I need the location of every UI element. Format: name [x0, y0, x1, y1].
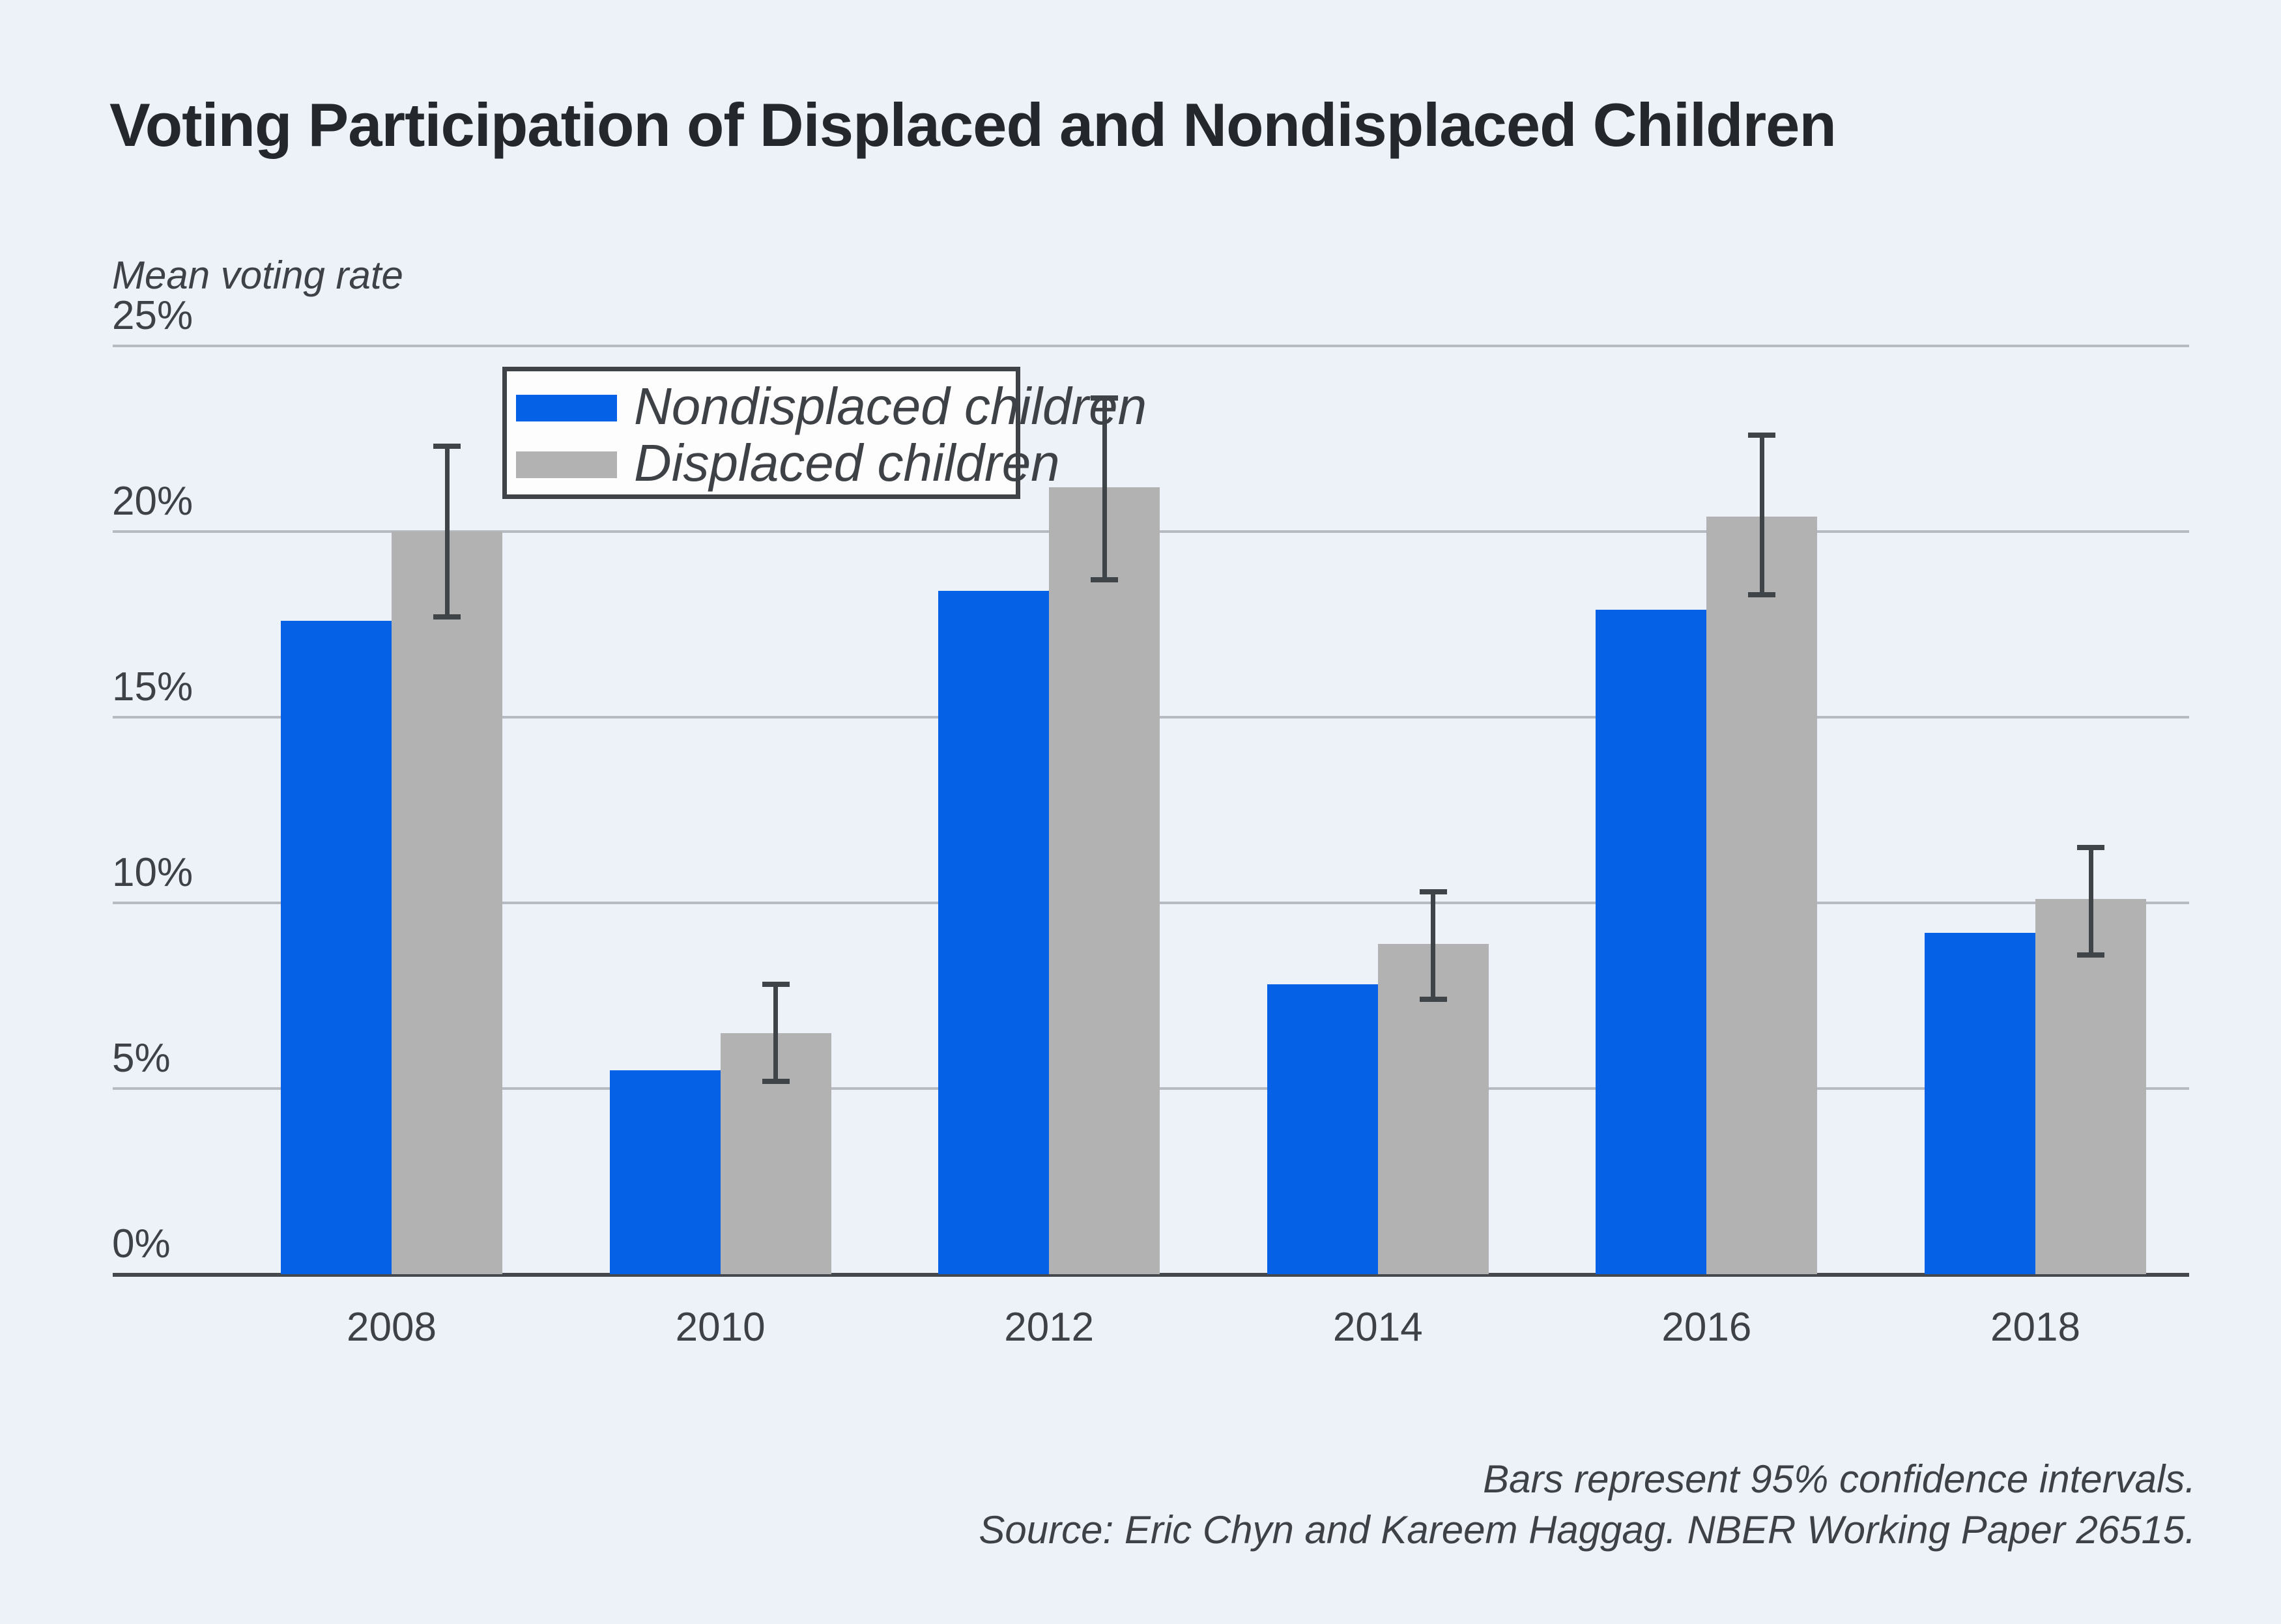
bar-nondisplaced-2012 [938, 591, 1050, 1274]
legend-box: Nondisplaced children Displaced children [502, 367, 1147, 499]
error-bar-cap-bottom-2018 [2077, 952, 2104, 958]
error-bar-cap-top-2016 [1748, 432, 1776, 438]
y-tick-label-10: 10% [112, 850, 194, 895]
legend-swatch-displaced [516, 451, 617, 478]
error-bar-cap-bottom-2016 [1748, 591, 1776, 597]
error-bar-2018 [2088, 847, 2093, 955]
bar-nondisplaced-2018 [1925, 932, 2035, 1274]
bar-displaced-2016 [1706, 517, 1818, 1274]
bar-displaced-2008 [392, 532, 502, 1274]
bar-nondisplaced-2010 [609, 1070, 721, 1274]
error-bar-2010 [773, 984, 779, 1081]
bar-nondisplaced-2016 [1596, 609, 1707, 1274]
error-bar-2014 [1431, 891, 1436, 1000]
x-tick-label-2016: 2016 [1661, 1305, 1752, 1350]
legend-label-nondisplaced: Nondisplaced children [634, 377, 1147, 435]
y-tick-label-25: 25% [112, 293, 194, 338]
bar-displaced-2012 [1049, 487, 1160, 1274]
page-title: Voting Participation of Displaced and No… [109, 91, 1837, 159]
error-bar-2008 [444, 446, 450, 618]
x-tick-label-2014: 2014 [1332, 1305, 1423, 1350]
error-bar-2016 [1759, 434, 1764, 595]
bar-nondisplaced-2008 [281, 620, 392, 1274]
error-bar-cap-top-2014 [1419, 889, 1447, 894]
error-bar-cap-top-2010 [762, 982, 790, 988]
error-bar-cap-bottom-2010 [762, 1078, 790, 1084]
legend-swatch-nondisplaced [516, 395, 617, 421]
error-bar-cap-bottom-2008 [433, 614, 461, 620]
error-bar-cap-top-2012 [1091, 395, 1119, 401]
error-bar-cap-top-2018 [2077, 844, 2104, 850]
x-tick-label-2012: 2012 [1004, 1305, 1095, 1350]
footer-source: Source: Eric Chyn and Kareem Haggag. NBE… [979, 1508, 2196, 1552]
x-tick-label-2018: 2018 [1990, 1305, 2080, 1350]
y-tick-label-5: 5% [112, 1036, 171, 1081]
x-axis-line [113, 1273, 2189, 1277]
error-bar-cap-bottom-2012 [1091, 577, 1119, 583]
x-tick-label-2008: 2008 [347, 1305, 437, 1350]
bar-nondisplaced-2014 [1267, 984, 1378, 1274]
gridline-25 [113, 345, 2189, 347]
error-bar-2012 [1102, 397, 1107, 580]
legend-label-displaced: Displaced children [634, 434, 1060, 492]
footer: Bars represent 95% confidence intervals.… [979, 1454, 2196, 1556]
error-bar-cap-bottom-2014 [1419, 997, 1447, 1003]
footer-note: Bars represent 95% confidence intervals. [1483, 1457, 2196, 1501]
y-tick-label-15: 15% [112, 664, 194, 709]
y-tick-label-0: 0% [112, 1221, 171, 1266]
y-axis-title: Mean voting rate [112, 253, 403, 297]
bar-displaced-2018 [2035, 899, 2146, 1274]
x-tick-label-2010: 2010 [675, 1305, 766, 1350]
error-bar-cap-top-2008 [433, 443, 461, 449]
y-tick-label-20: 20% [112, 479, 194, 524]
